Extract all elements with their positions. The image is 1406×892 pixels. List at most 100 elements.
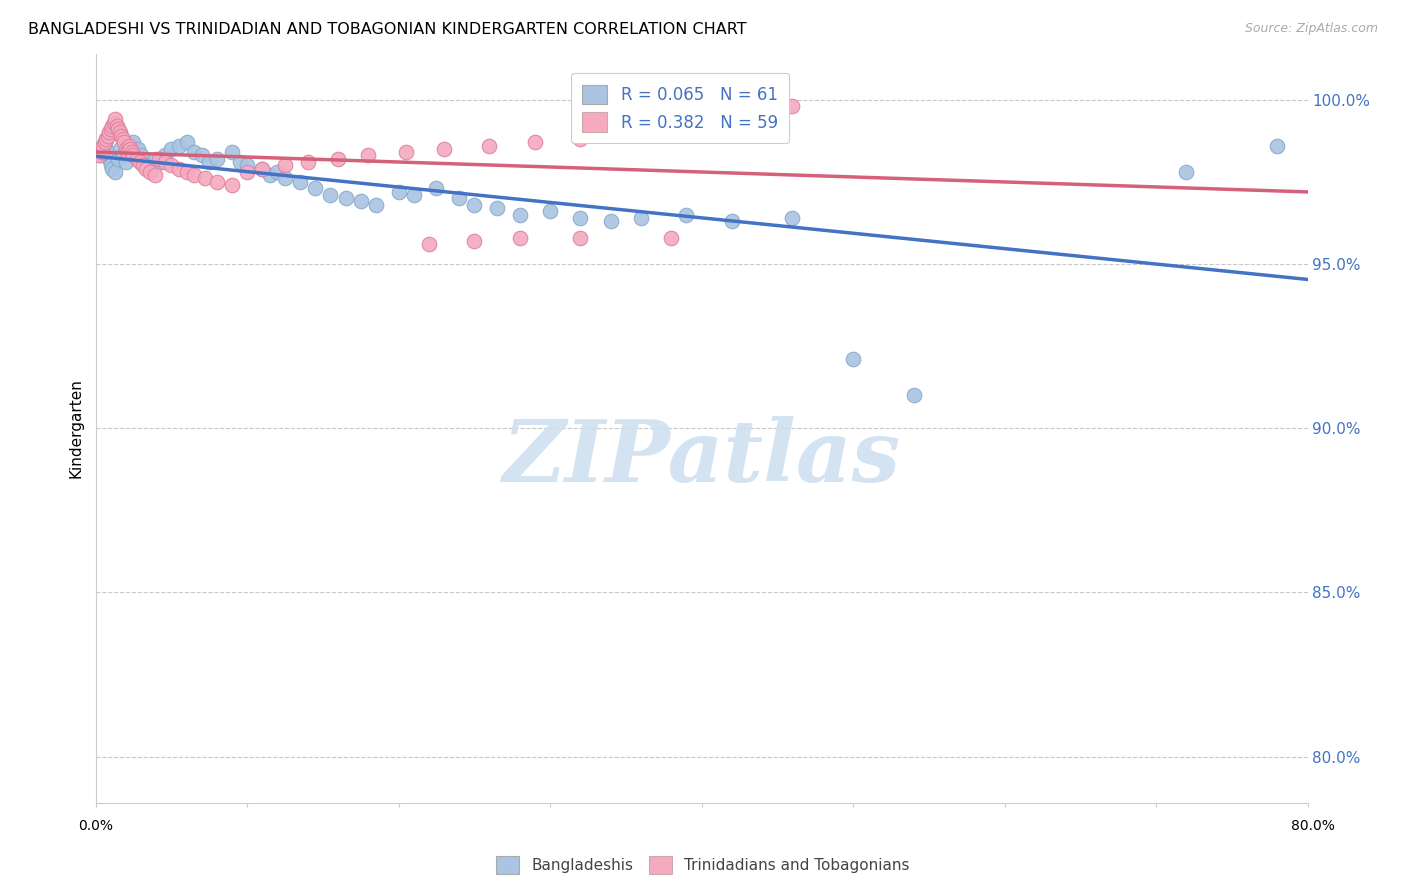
Point: [117, 145, 139, 160]
Point: [569, 230, 592, 244]
Point: [509, 208, 531, 222]
Point: [252, 161, 274, 176]
Point: [198, 155, 221, 169]
Point: [630, 211, 652, 225]
Point: [205, 152, 228, 166]
Point: [418, 237, 440, 252]
Point: [160, 158, 183, 172]
Point: [139, 161, 162, 176]
Point: [97, 128, 120, 143]
Point: [112, 135, 135, 149]
Point: [236, 158, 259, 172]
Point: [274, 158, 297, 172]
Legend: Bangladeshis, Trinidadians and Tobagonians: Bangladeshis, Trinidadians and Tobagonia…: [491, 850, 915, 880]
Legend: R = 0.065   N = 61, R = 0.382   N = 59: R = 0.065 N = 61, R = 0.382 N = 59: [571, 73, 789, 144]
Point: [395, 145, 418, 160]
Point: [402, 187, 425, 202]
Point: [143, 168, 166, 182]
Point: [111, 132, 134, 146]
Point: [118, 138, 141, 153]
Point: [782, 99, 804, 113]
Point: [221, 145, 243, 160]
Point: [155, 148, 177, 162]
Point: [623, 122, 645, 136]
Point: [1175, 165, 1198, 179]
Y-axis label: Kindergarten: Kindergarten: [69, 378, 84, 478]
Point: [569, 211, 592, 225]
Point: [425, 181, 447, 195]
Point: [91, 138, 114, 153]
Point: [221, 178, 243, 192]
Point: [183, 145, 205, 160]
Point: [128, 155, 150, 169]
Point: [131, 158, 153, 172]
Point: [478, 138, 501, 153]
Point: [538, 204, 561, 219]
Point: [93, 135, 115, 149]
Point: [449, 191, 471, 205]
Point: [903, 388, 925, 402]
Point: [100, 158, 122, 172]
Point: [135, 158, 157, 172]
Text: ZIPatlas: ZIPatlas: [502, 417, 901, 500]
Point: [288, 175, 311, 189]
Point: [569, 132, 592, 146]
Point: [782, 211, 804, 225]
Point: [107, 122, 129, 136]
Point: [125, 152, 148, 166]
Point: [259, 168, 281, 182]
Point: [388, 185, 411, 199]
Point: [1265, 138, 1288, 153]
Point: [145, 152, 167, 166]
Point: [236, 165, 259, 179]
Point: [463, 197, 485, 211]
Point: [89, 142, 111, 156]
Text: 80.0%: 80.0%: [1291, 819, 1336, 833]
Point: [252, 161, 274, 176]
Point: [335, 191, 357, 205]
Point: [101, 161, 124, 176]
Point: [135, 161, 157, 176]
Text: Source: ZipAtlas.com: Source: ZipAtlas.com: [1244, 22, 1378, 36]
Point: [228, 155, 250, 169]
Point: [319, 187, 342, 202]
Point: [357, 148, 380, 162]
Point: [103, 115, 125, 129]
Point: [98, 152, 121, 166]
Point: [176, 165, 198, 179]
Text: 0.0%: 0.0%: [79, 819, 112, 833]
Point: [96, 132, 118, 146]
Point: [111, 148, 134, 162]
Point: [721, 214, 744, 228]
Point: [433, 142, 456, 156]
Point: [118, 145, 141, 160]
Point: [105, 119, 128, 133]
Text: BANGLADESHI VS TRINIDADIAN AND TOBAGONIAN KINDERGARTEN CORRELATION CHART: BANGLADESHI VS TRINIDADIAN AND TOBAGONIA…: [28, 22, 747, 37]
Point: [90, 142, 112, 156]
Point: [108, 125, 131, 139]
Point: [523, 135, 546, 149]
Point: [104, 165, 127, 179]
Point: [89, 148, 111, 162]
Point: [463, 234, 485, 248]
Point: [842, 352, 865, 367]
Point: [675, 115, 697, 129]
Point: [139, 165, 162, 179]
Point: [183, 168, 205, 182]
Point: [122, 148, 145, 162]
Point: [155, 155, 177, 169]
Point: [274, 171, 297, 186]
Point: [326, 152, 349, 166]
Point: [176, 135, 198, 149]
Point: [98, 125, 121, 139]
Point: [160, 142, 183, 156]
Point: [297, 155, 319, 169]
Point: [304, 181, 326, 195]
Point: [97, 145, 120, 160]
Point: [96, 132, 118, 146]
Point: [101, 119, 124, 133]
Point: [675, 208, 697, 222]
Point: [107, 152, 129, 166]
Point: [127, 142, 149, 156]
Point: [104, 112, 127, 127]
